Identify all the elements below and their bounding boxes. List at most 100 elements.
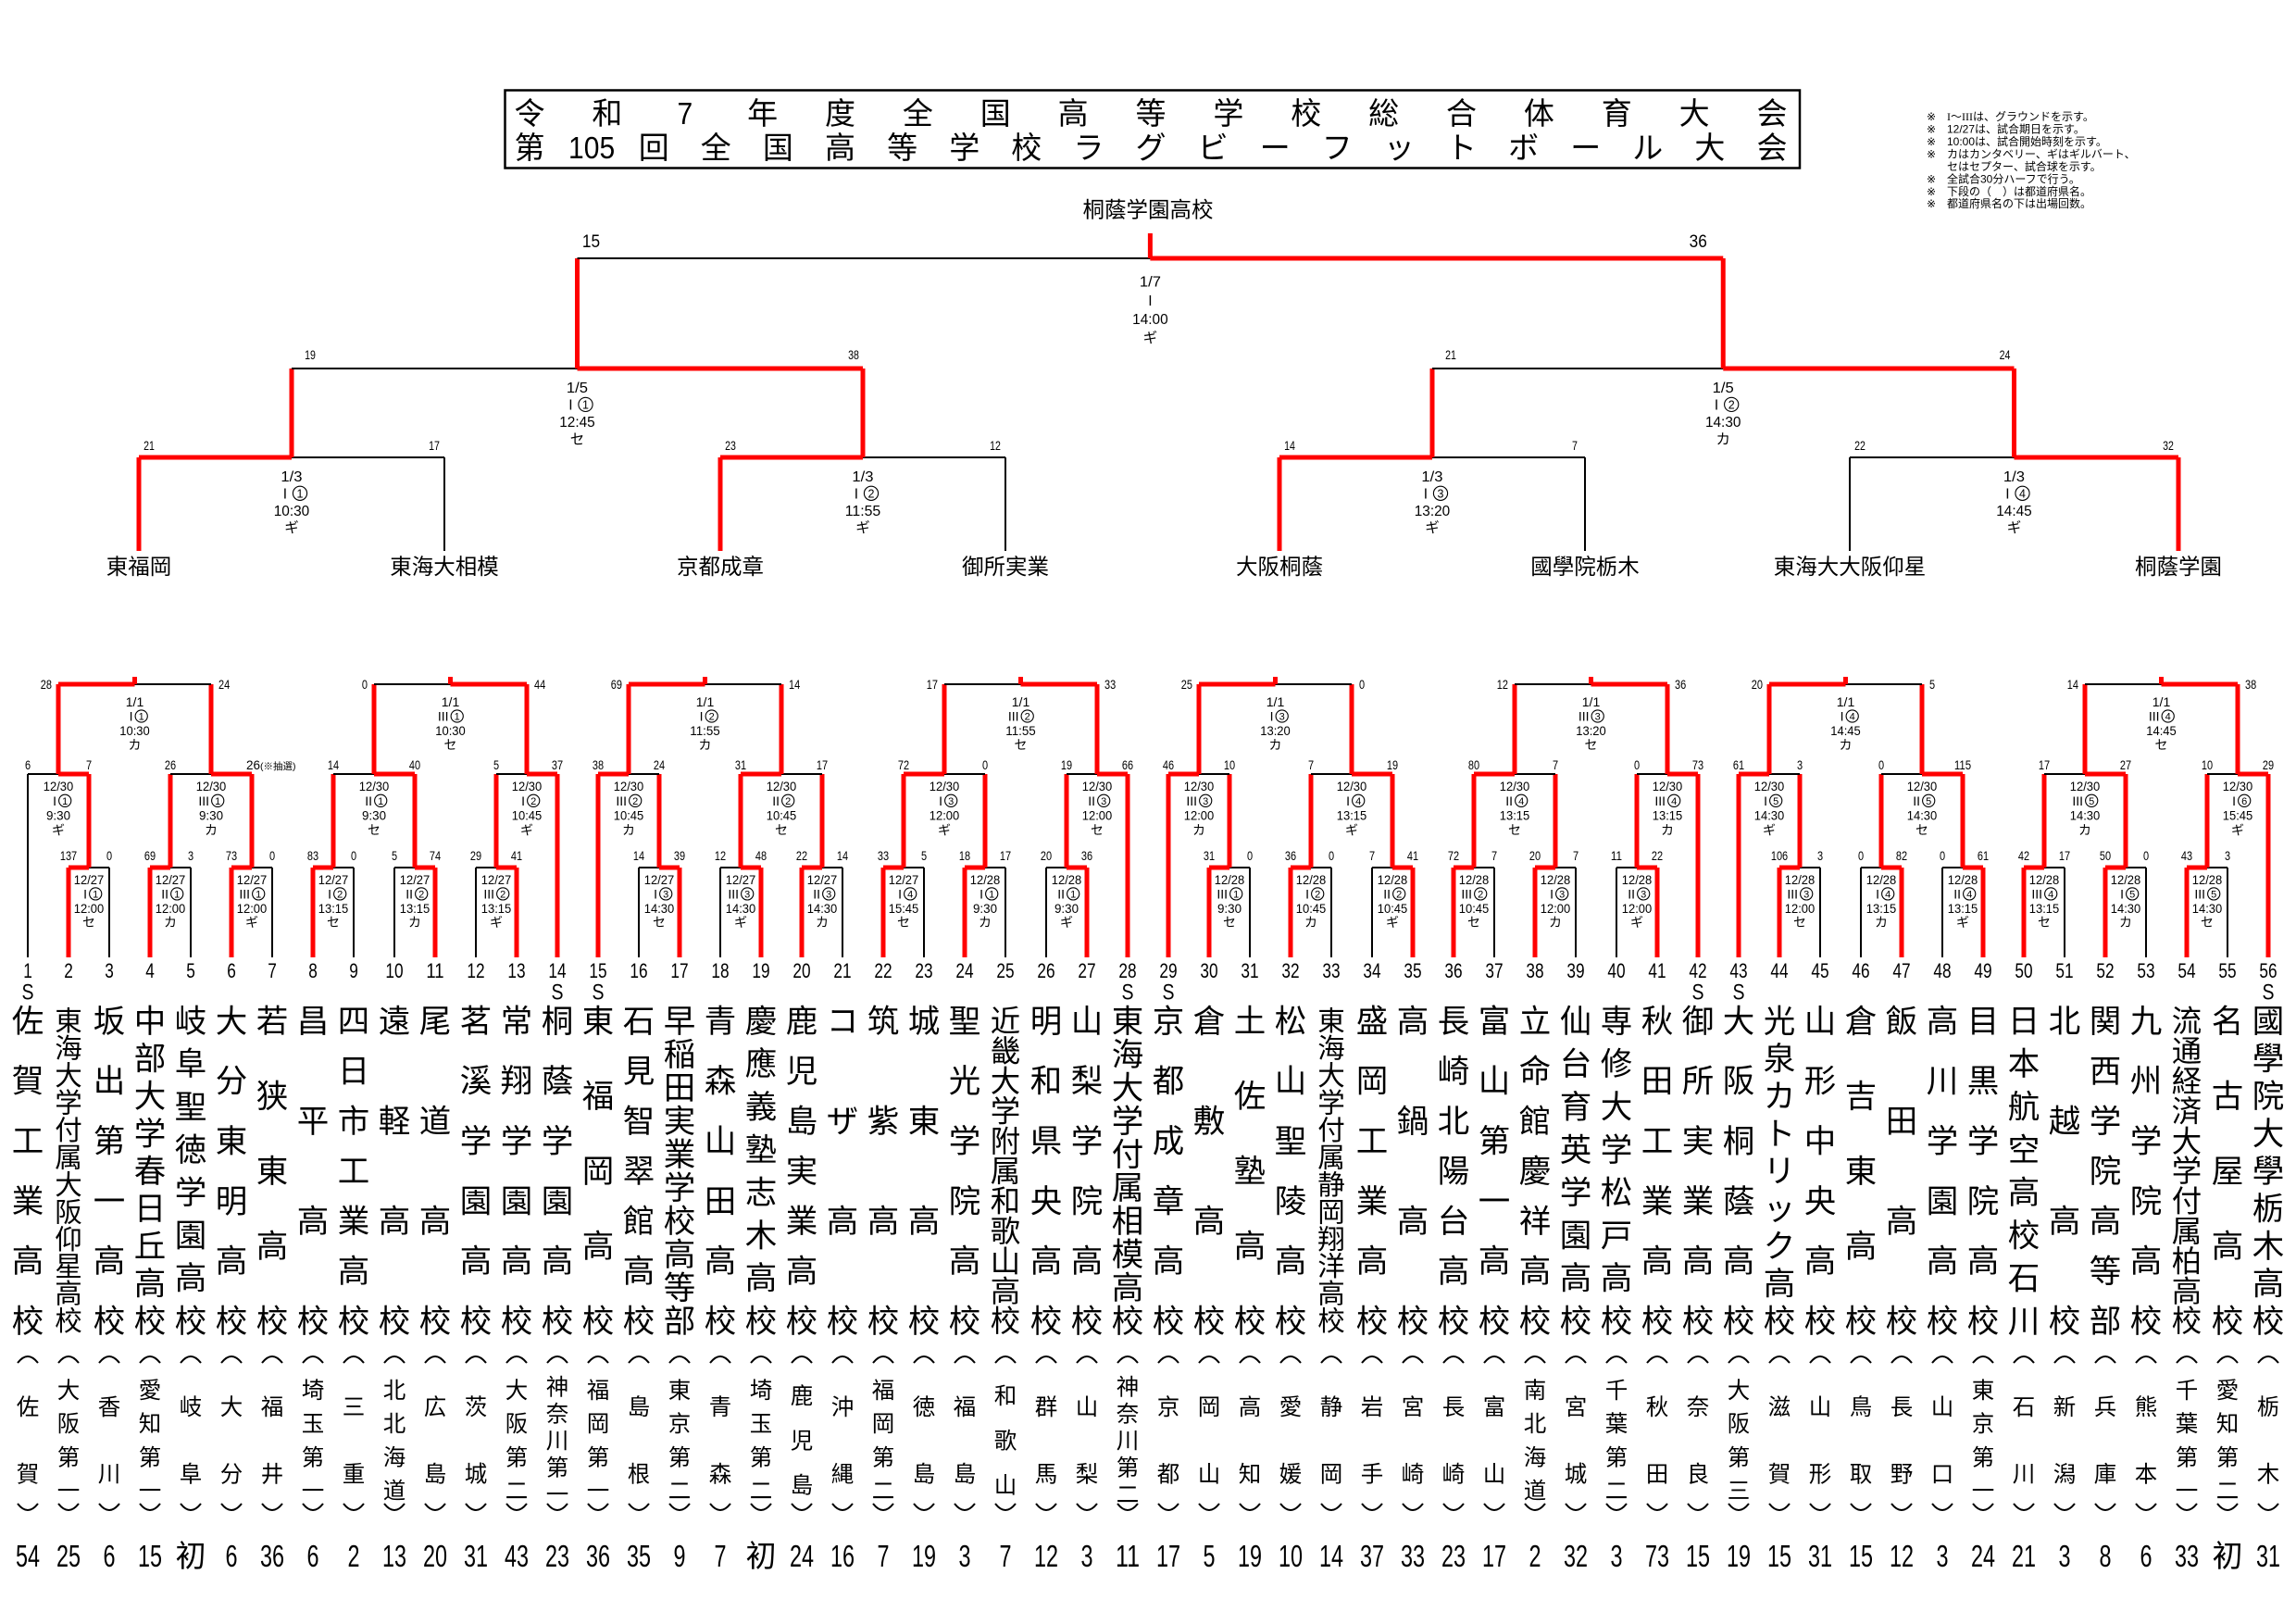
svg-text:口: 口 xyxy=(1931,1463,1954,1488)
svg-text:12:45: 12:45 xyxy=(559,415,595,431)
svg-text:静: 静 xyxy=(1320,1394,1343,1420)
svg-text:I: I xyxy=(855,486,858,502)
svg-text:33: 33 xyxy=(1322,959,1340,982)
svg-text:4: 4 xyxy=(1671,796,1677,807)
svg-text:10:45: 10:45 xyxy=(512,808,543,823)
svg-text:高: 高 xyxy=(460,1244,493,1280)
svg-text:17: 17 xyxy=(429,438,440,453)
svg-text:ギ: ギ xyxy=(1386,915,1399,930)
svg-text:12: 12 xyxy=(1497,678,1508,692)
svg-text:校: 校 xyxy=(2008,1218,2040,1254)
svg-text:校: 校 xyxy=(1356,1305,1389,1340)
svg-text:高: 高 xyxy=(867,1205,900,1240)
svg-text:校: 校 xyxy=(1804,1305,1837,1340)
svg-text:19: 19 xyxy=(752,959,769,982)
svg-text:0: 0 xyxy=(269,849,275,863)
svg-text:83: 83 xyxy=(307,849,318,863)
svg-text:高: 高 xyxy=(1886,1205,1918,1240)
svg-text:セ: セ xyxy=(2038,915,2051,930)
svg-text:カ: カ xyxy=(1875,915,1888,930)
svg-text:ギ: ギ xyxy=(938,822,951,837)
svg-text:9:30: 9:30 xyxy=(1054,901,1079,916)
svg-text:ッ: ッ xyxy=(1764,1192,1796,1227)
svg-text:園: 園 xyxy=(1560,1218,1592,1254)
svg-text:1: 1 xyxy=(215,796,220,807)
svg-text:学: 学 xyxy=(991,1094,1020,1128)
svg-text:校: 校 xyxy=(1071,1305,1104,1340)
svg-text:実: 実 xyxy=(664,1105,696,1140)
svg-text:12/30: 12/30 xyxy=(2223,779,2253,793)
svg-text:流: 流 xyxy=(2172,1005,2202,1038)
svg-text:東福岡: 東福岡 xyxy=(106,555,172,579)
svg-text:高: 高 xyxy=(1479,1244,1511,1280)
svg-text:学: 学 xyxy=(2090,1105,2122,1140)
svg-text:72: 72 xyxy=(1448,849,1459,863)
svg-text:森: 森 xyxy=(709,1462,732,1488)
svg-text:I: I xyxy=(1715,398,1718,414)
svg-text:42: 42 xyxy=(2018,849,2029,863)
svg-text:37: 37 xyxy=(1360,1539,1384,1573)
svg-text:14:45: 14:45 xyxy=(1996,504,2032,519)
svg-text:高: 高 xyxy=(1641,1244,1674,1280)
svg-text:部: 部 xyxy=(664,1305,696,1340)
svg-text:0: 0 xyxy=(351,849,356,863)
svg-text:9: 9 xyxy=(349,959,358,982)
svg-text:5: 5 xyxy=(921,849,927,863)
svg-text:12/27: 12/27 xyxy=(481,872,512,887)
svg-text:11:55: 11:55 xyxy=(845,504,881,519)
svg-text:高: 高 xyxy=(1560,1262,1592,1297)
svg-text:倉: 倉 xyxy=(1193,1005,1226,1040)
svg-text:長: 長 xyxy=(1438,1005,1470,1040)
svg-text:福: 福 xyxy=(954,1394,977,1420)
svg-text:10:30: 10:30 xyxy=(119,723,150,738)
svg-text:39: 39 xyxy=(1566,959,1584,982)
svg-text:付: 付 xyxy=(2172,1185,2202,1218)
svg-text:岡: 岡 xyxy=(872,1412,895,1437)
svg-text:川: 川 xyxy=(1927,1065,1959,1100)
svg-text:阜: 阜 xyxy=(175,1047,207,1082)
svg-text:蔭: 蔭 xyxy=(542,1065,574,1100)
svg-text:1/3: 1/3 xyxy=(281,469,302,485)
svg-text:1: 1 xyxy=(1233,889,1239,900)
svg-text:静: 静 xyxy=(1317,1170,1345,1201)
svg-text:田: 田 xyxy=(1646,1463,1669,1488)
svg-text:14:30: 14:30 xyxy=(1754,808,1785,823)
svg-text:形: 形 xyxy=(1809,1463,1832,1488)
svg-text:山: 山 xyxy=(1483,1462,1506,1488)
svg-text:一: 一 xyxy=(94,1184,126,1219)
svg-text:1/1: 1/1 xyxy=(696,694,715,709)
svg-text:12/27: 12/27 xyxy=(807,872,838,887)
svg-text:青: 青 xyxy=(709,1394,732,1420)
svg-text:5: 5 xyxy=(1773,796,1778,807)
svg-text:24: 24 xyxy=(1971,1539,1995,1573)
svg-text:3: 3 xyxy=(1081,1539,1093,1573)
svg-text:高: 高 xyxy=(2252,1267,2285,1302)
svg-text:二: 二 xyxy=(2216,1480,2240,1505)
svg-text:東海大相模: 東海大相模 xyxy=(390,555,499,579)
svg-text:川: 川 xyxy=(2013,1463,2036,1488)
svg-text:24: 24 xyxy=(2000,347,2011,362)
svg-text:1/1: 1/1 xyxy=(1837,694,1855,709)
svg-text:2: 2 xyxy=(709,712,715,723)
svg-text:12:00: 12:00 xyxy=(1622,901,1653,916)
svg-text:阪: 阪 xyxy=(505,1411,529,1437)
svg-text:所: 所 xyxy=(1682,1065,1715,1100)
svg-text:カ: カ xyxy=(699,738,712,753)
svg-text:山: 山 xyxy=(994,1473,1017,1499)
svg-text:埼: 埼 xyxy=(302,1378,325,1404)
svg-text:23: 23 xyxy=(545,1539,569,1573)
svg-text:I: I xyxy=(130,709,133,724)
svg-text:修: 修 xyxy=(1601,1047,1633,1082)
svg-text:阪: 阪 xyxy=(1728,1411,1751,1437)
svg-text:9:30: 9:30 xyxy=(199,808,223,823)
svg-text:属: 属 xyxy=(2172,1215,2202,1248)
svg-text:高: 高 xyxy=(745,1262,778,1297)
svg-text:13:15: 13:15 xyxy=(1337,808,1367,823)
svg-text:高: 高 xyxy=(1153,1244,1185,1280)
svg-text:命: 命 xyxy=(1519,1055,1552,1090)
svg-text:ギ: ギ xyxy=(2007,519,2022,536)
svg-text:0: 0 xyxy=(1940,849,1945,863)
svg-text:高: 高 xyxy=(2049,1205,2081,1240)
svg-text:1: 1 xyxy=(297,487,304,500)
svg-text:都: 都 xyxy=(1153,1065,1185,1100)
